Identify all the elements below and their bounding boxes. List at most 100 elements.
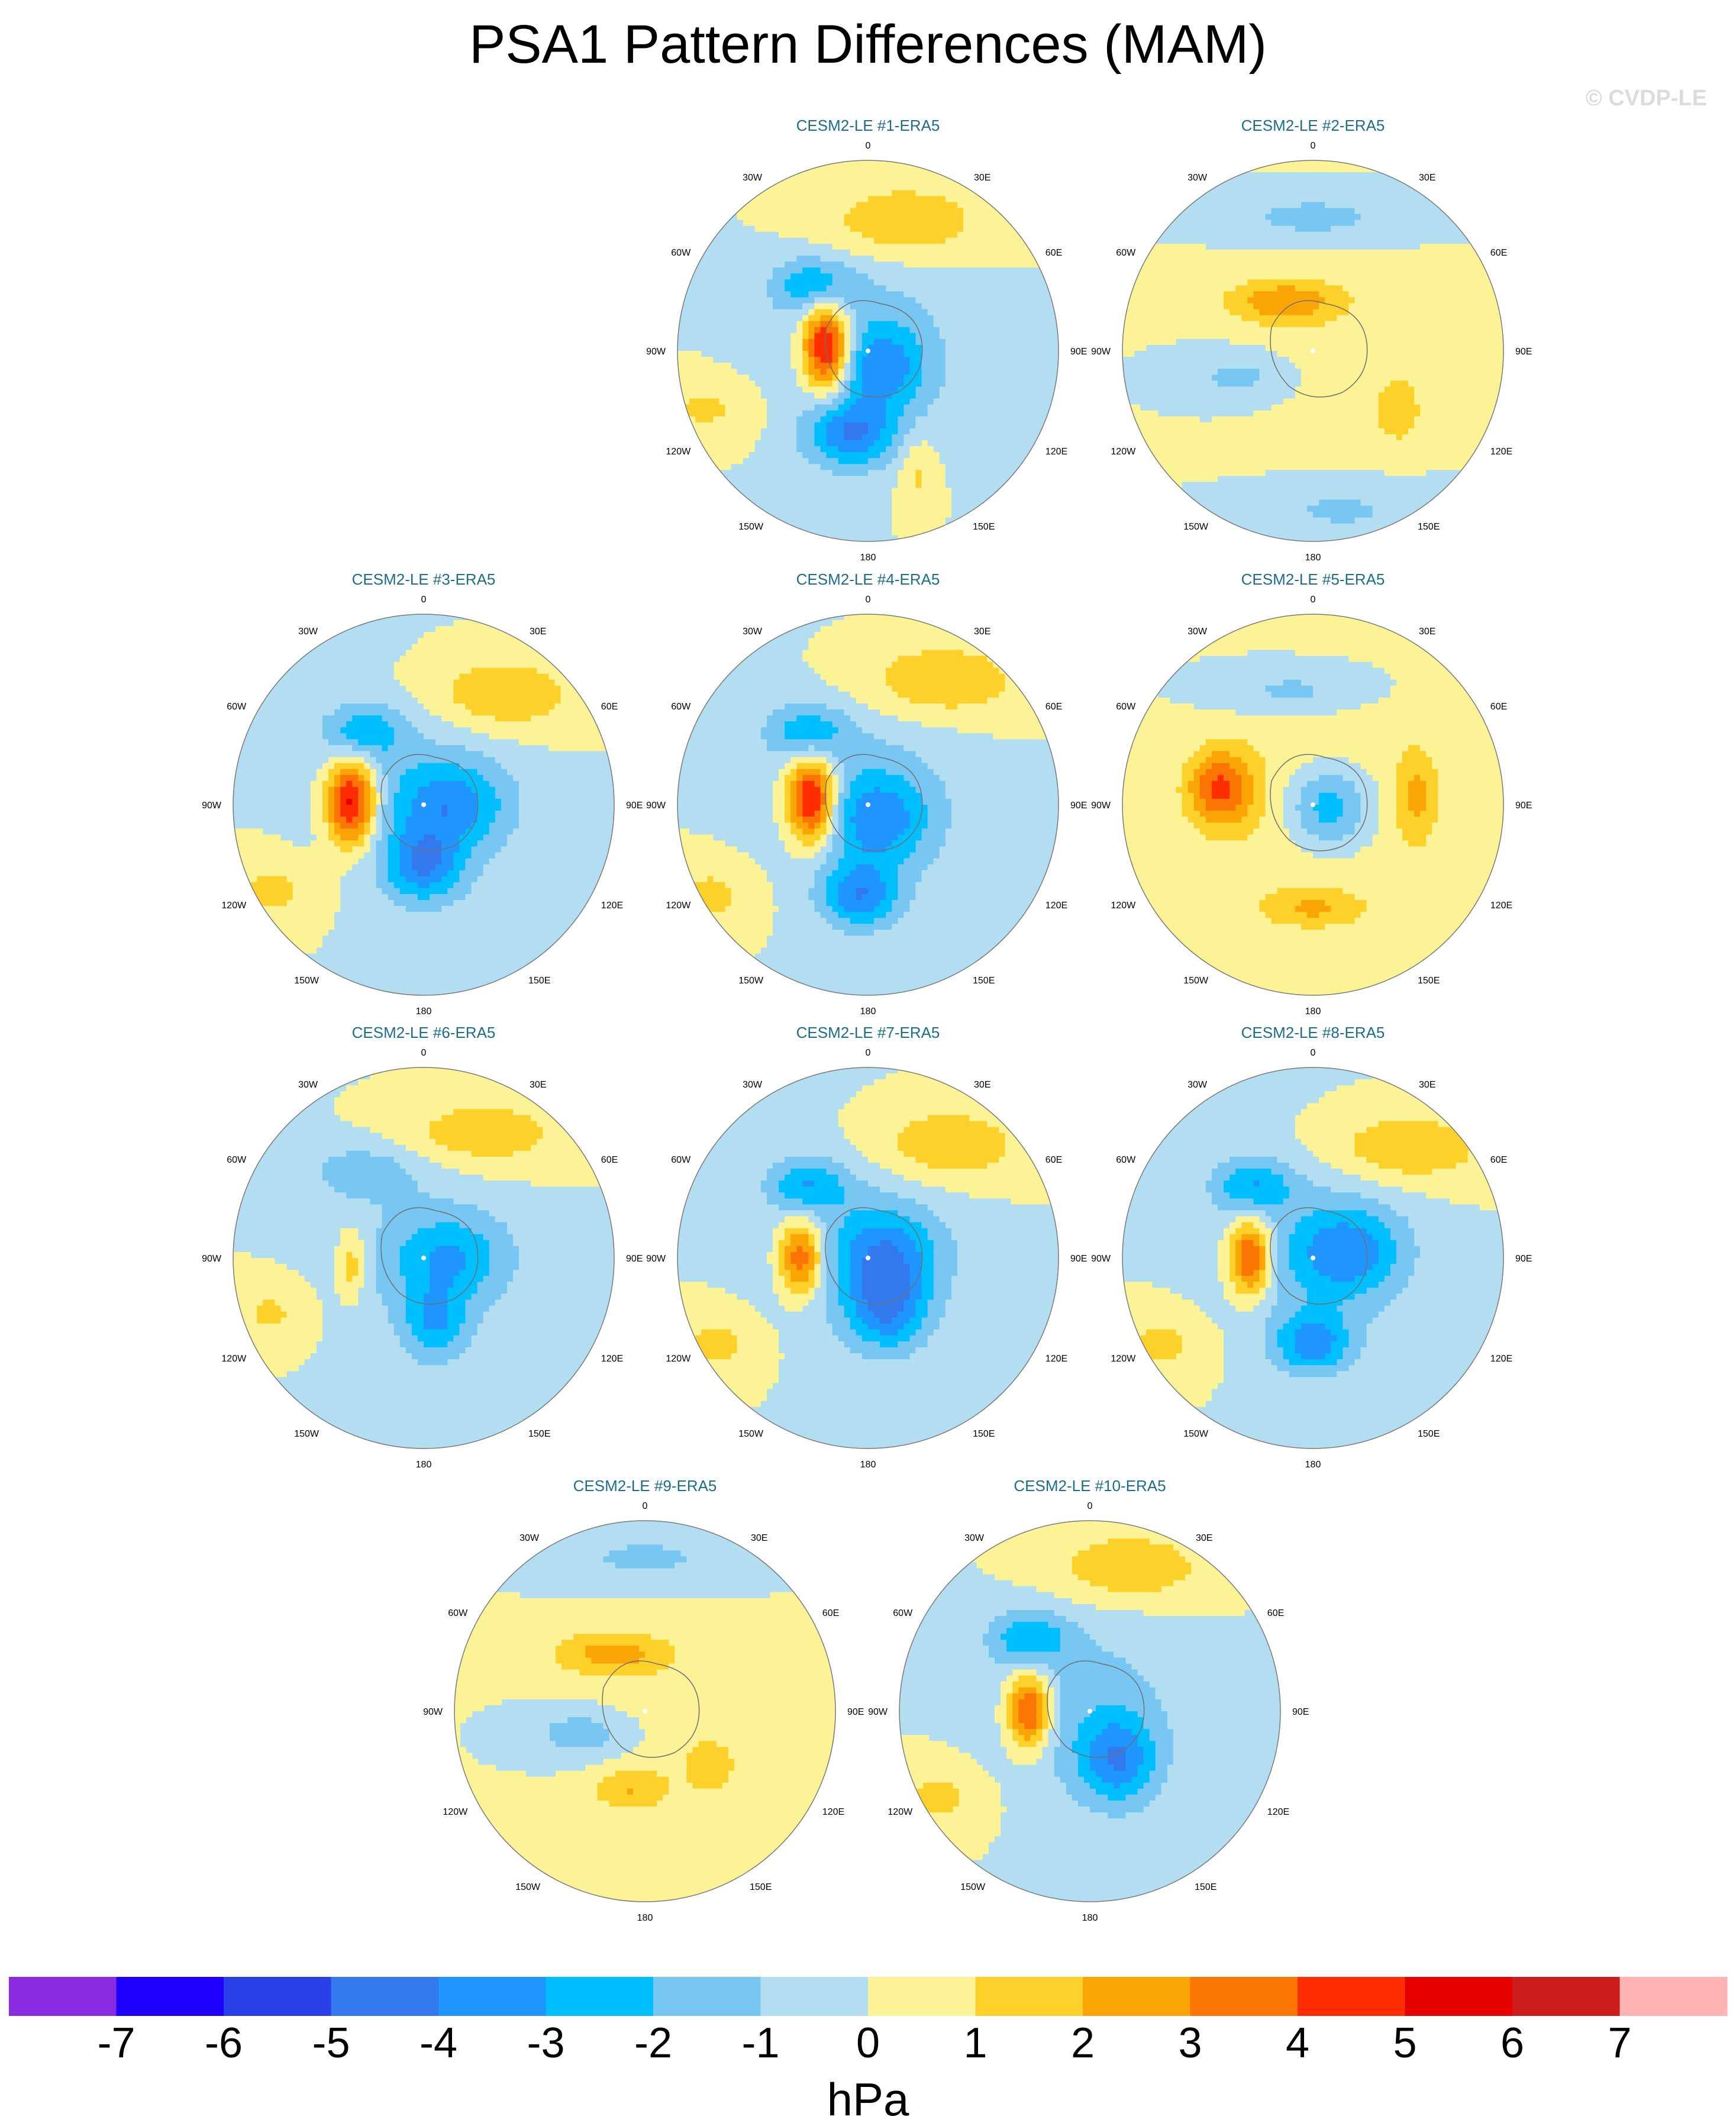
contour-cell	[905, 1640, 983, 1647]
contour-cell	[790, 822, 798, 830]
contour-cell	[364, 852, 377, 859]
contour-cell	[1048, 1622, 1079, 1628]
contour-cell	[334, 786, 341, 793]
contour-cell	[1036, 1705, 1043, 1712]
contour-cell	[1366, 1210, 1397, 1217]
contour-cell	[1152, 685, 1266, 692]
contour-cell	[328, 1156, 395, 1163]
contour-cell	[506, 769, 614, 776]
contour-cell	[490, 1586, 801, 1593]
contour-cell	[334, 1288, 359, 1295]
contour-cell	[766, 1424, 970, 1431]
contour-cell	[334, 1103, 550, 1110]
contour-cell	[677, 380, 756, 388]
contour-cell	[1122, 769, 1183, 776]
contour-cell	[1030, 1735, 1043, 1742]
contour-cell	[388, 745, 466, 752]
map-outline	[1122, 614, 1504, 996]
contour-cell	[405, 1347, 466, 1354]
contour-cell	[927, 805, 952, 811]
contour-cell	[868, 428, 880, 435]
contour-cell	[393, 805, 412, 811]
contour-cell	[802, 267, 821, 274]
contour-cell	[1259, 751, 1403, 758]
contour-cell	[951, 1293, 1059, 1301]
contour-cell	[1366, 1329, 1492, 1336]
contour-cell	[838, 817, 845, 823]
contour-cell	[814, 852, 827, 859]
contour-cell	[1372, 834, 1403, 841]
contour-cell	[874, 440, 893, 447]
contour-cell	[399, 858, 412, 865]
contour-cell	[1230, 309, 1260, 316]
colorbar-swatch	[1405, 1977, 1513, 2016]
contour-cell	[1390, 673, 1463, 680]
contour-cell	[779, 1365, 1030, 1372]
contour-cell	[904, 805, 928, 811]
contour-cell	[352, 983, 496, 990]
contour-cell	[364, 822, 371, 830]
contour-cell	[796, 715, 821, 722]
contour-cell	[1241, 1240, 1254, 1247]
contour-cell	[334, 924, 579, 931]
contour-cell	[1012, 1729, 1019, 1736]
contour-cell	[785, 1216, 809, 1223]
contour-cell	[417, 792, 478, 799]
contour-cell	[1241, 792, 1254, 799]
contour-cell	[393, 828, 406, 835]
panel-title: CESM2-LE #5-ERA5	[1241, 570, 1385, 588]
contour-cell	[1224, 1293, 1266, 1301]
contour-cell	[1325, 297, 1356, 304]
contour-cell	[1348, 1222, 1385, 1229]
contour-cell	[1396, 679, 1469, 686]
contour-cell	[1122, 1305, 1201, 1312]
contour-cell	[1348, 291, 1503, 298]
contour-cell	[868, 321, 899, 328]
colorbar-swatch	[224, 1977, 331, 2016]
contour-cell	[773, 882, 815, 889]
contour-cell	[773, 1246, 779, 1253]
contour-cell	[310, 811, 323, 817]
contour-cell	[1259, 1228, 1272, 1235]
contour-cell	[1006, 1711, 1013, 1718]
contour-cell	[695, 900, 732, 906]
contour-cell	[370, 846, 377, 853]
contour-cell	[748, 375, 798, 382]
contour-cell	[838, 882, 886, 889]
contour-cell	[677, 1251, 767, 1259]
contour-cell	[898, 834, 922, 841]
contour-cell	[832, 620, 940, 627]
contour-cell	[933, 398, 1059, 405]
contour-cell	[251, 703, 341, 710]
contour-cell	[1182, 656, 1201, 663]
contour-cell	[1230, 1240, 1236, 1247]
contour-cell	[861, 357, 911, 363]
contour-cell	[1306, 828, 1356, 835]
contour-cell	[1164, 476, 1218, 483]
contour-cell	[838, 1246, 851, 1253]
contour-cell	[754, 380, 798, 388]
contour-cell	[1277, 1299, 1308, 1306]
contour-cell	[328, 769, 341, 776]
contour-cell	[820, 817, 827, 823]
contour-cell	[838, 888, 857, 895]
contour-cell	[725, 1288, 773, 1295]
contour-cell	[453, 852, 472, 859]
contour-cell	[785, 1264, 798, 1270]
contour-cell	[1235, 1246, 1243, 1253]
contour-cell	[263, 828, 311, 835]
contour-cell	[1122, 333, 1503, 340]
contour-cell	[892, 900, 911, 906]
contour-cell	[1036, 1675, 1049, 1682]
contour-cell	[399, 852, 412, 859]
contour-cell	[838, 446, 869, 453]
contour-cell	[489, 828, 514, 835]
longitude-label: 90W	[1091, 1254, 1111, 1264]
contour-cell	[1205, 1091, 1325, 1098]
contour-cell	[939, 458, 1030, 464]
contour-cell	[1164, 930, 1463, 937]
contour-cell	[927, 822, 952, 830]
contour-cell	[1137, 1669, 1280, 1676]
contour-cell	[496, 1764, 586, 1772]
contour-cell	[322, 1323, 395, 1330]
